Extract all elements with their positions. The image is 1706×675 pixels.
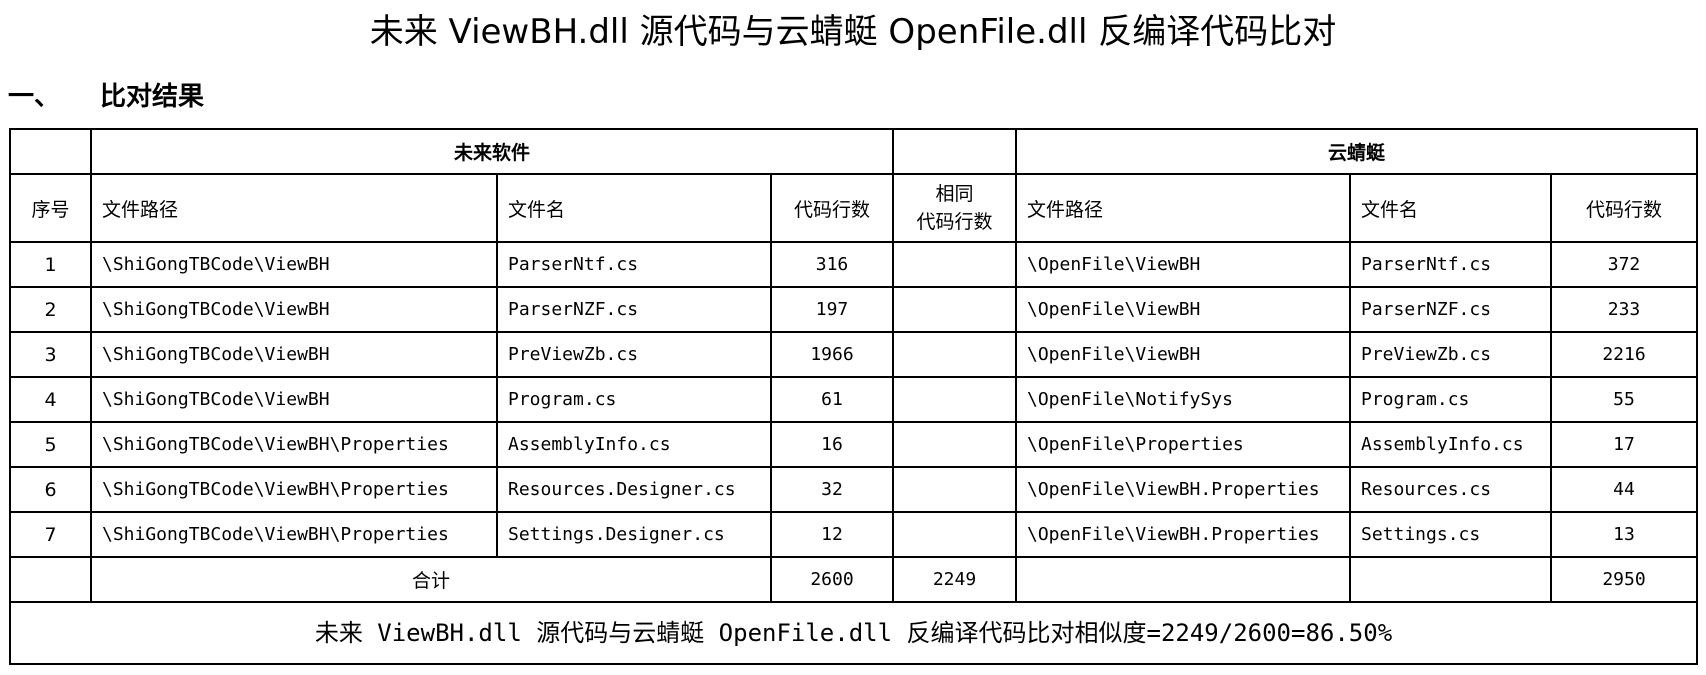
group-header-row: 未来软件 云蜻蜓: [9, 128, 1699, 175]
cell-filename-2: Settings.cs: [1349, 511, 1552, 558]
cell-index: 4: [9, 376, 92, 423]
cell-lines-2: 2216: [1549, 331, 1699, 378]
cell-path-2: \OpenFile\ViewBH.Properties: [1015, 466, 1351, 513]
cell-filename-2: Program.cs: [1349, 376, 1552, 423]
cell-same-lines: [892, 511, 1017, 558]
group-left-header: 未来软件: [90, 128, 894, 175]
table-row: 1 \ShiGongTBCode\ViewBH ParserNtf.cs 316 \Op…: [9, 241, 1699, 288]
cell-same-lines: [892, 331, 1017, 378]
cell-path: \ShiGongTBCode\ViewBH: [90, 241, 498, 288]
table-row: 5 \ShiGongTBCode\ViewBH\Properties Assembl…: [9, 421, 1699, 468]
table-row: 3 \ShiGongTBCode\ViewBH PreViewZb.cs 1966 \O…: [9, 331, 1699, 378]
section-heading: 一、 比对结果: [8, 76, 204, 113]
cell-path-2: \OpenFile\ViewBH: [1015, 331, 1351, 378]
cell-filename: Resources.Designer.cs: [496, 466, 772, 513]
cell-path-2: \OpenFile\ViewBH.Properties: [1015, 511, 1351, 558]
cell-same-lines: [892, 241, 1017, 288]
cell-lines: 1966: [770, 331, 894, 378]
column-header-row: 序号 文件路径 文件名 代码行数 相同 代码行数 文件路径 文件名 代码行数: [9, 173, 1699, 243]
header-index: 序号: [9, 173, 92, 243]
cell-lines: 316: [770, 241, 894, 288]
cell-filename-2: ParserNtf.cs: [1349, 241, 1552, 288]
cell-path: \ShiGongTBCode\ViewBH: [90, 331, 498, 378]
header-name-2: 文件名: [1349, 173, 1552, 243]
cell-path: \ShiGongTBCode\ViewBH: [90, 376, 498, 423]
cell-path: \ShiGongTBCode\ViewBH\Properties: [90, 511, 498, 558]
cell-filename-2: ParserNZF.cs: [1349, 286, 1552, 333]
total-same-lines: 2249: [892, 556, 1017, 603]
header-same-lines: 相同 代码行数: [892, 173, 1017, 243]
comparison-table: 未来软件 云蜻蜓 序号 文件路径 文件名 代码行数 相同 代码行数 文件路径 文…: [9, 128, 1699, 603]
total-row: 合计 2600 2249 2950: [9, 556, 1699, 603]
cell-index: 2: [9, 286, 92, 333]
cell-filename-2: Resources.cs: [1349, 466, 1552, 513]
cell-filename: Program.cs: [496, 376, 772, 423]
cell-lines: 61: [770, 376, 894, 423]
header-lines-2: 代码行数: [1549, 173, 1699, 243]
header-path: 文件路径: [90, 173, 498, 243]
cell-filename-2: AssemblyInfo.cs: [1349, 421, 1552, 468]
cell-index: 5: [9, 421, 92, 468]
cell-path-2: \OpenFile\NotifySys: [1015, 376, 1351, 423]
table-row: 6 \ShiGongTBCode\ViewBH\Properties Resourc…: [9, 466, 1699, 513]
cell-lines-2: 17: [1549, 421, 1699, 468]
cell-filename-2: PreViewZb.cs: [1349, 331, 1552, 378]
cell-same-lines: [892, 376, 1017, 423]
cell-index: 3: [9, 331, 92, 378]
document-title: 未来 ViewBH.dll 源代码与云蜻蜓 OpenFile.dll 反编译代码…: [369, 12, 1337, 52]
cell-index: 7: [9, 511, 92, 558]
cell-filename: ParserNZF.cs: [496, 286, 772, 333]
cell-lines: 12: [770, 511, 894, 558]
header-lines: 代码行数: [770, 173, 894, 243]
group-right-header: 云蜻蜓: [1014, 128, 1699, 175]
cell-filename: ParserNtf.cs: [496, 241, 772, 288]
similarity-summary: 未来 ViewBH.dll 源代码与云蜻蜓 OpenFile.dll 反编译代码…: [9, 597, 1698, 665]
table-row: 2 \ShiGongTBCode\ViewBH ParserNZF.cs 197 \Op…: [9, 286, 1699, 333]
cell-lines-2: 233: [1549, 286, 1699, 333]
header-name: 文件名: [496, 173, 772, 243]
cell-path-2: \OpenFile\ViewBH: [1015, 286, 1351, 333]
section-label: 比对结果: [100, 82, 205, 112]
cell-same-lines: [892, 421, 1017, 468]
cell-path: \ShiGongTBCode\ViewBH\Properties: [90, 466, 498, 513]
total-lines-right: 2950: [1549, 556, 1699, 603]
cell-filename: AssemblyInfo.cs: [496, 421, 772, 468]
cell-path-2: \OpenFile\ViewBH: [1015, 241, 1351, 288]
cell-index: 1: [9, 241, 92, 288]
cell-lines-2: 44: [1549, 466, 1699, 513]
cell-path-2: \OpenFile\Properties: [1015, 421, 1351, 468]
cell-lines-2: 372: [1549, 241, 1699, 288]
cell-index: 6: [9, 466, 92, 513]
total-lines-left: 2600: [770, 556, 894, 603]
section-number: 一、: [8, 82, 61, 112]
cell-lines: 32: [770, 466, 894, 513]
cell-lines-2: 55: [1549, 376, 1699, 423]
cell-same-lines: [892, 286, 1017, 333]
cell-lines-2: 13: [1549, 511, 1699, 558]
table-row: 4 \ShiGongTBCode\ViewBH Program.cs 61 \OpenF…: [9, 376, 1699, 423]
cell-path: \ShiGongTBCode\ViewBH: [90, 286, 498, 333]
cell-lines: 197: [770, 286, 894, 333]
cell-filename: PreViewZb.cs: [496, 331, 772, 378]
cell-same-lines: [892, 466, 1017, 513]
total-label: 合计: [90, 556, 772, 603]
cell-filename: Settings.Designer.cs: [496, 511, 772, 558]
cell-path: \ShiGongTBCode\ViewBH\Properties: [90, 421, 498, 468]
cell-lines: 16: [770, 421, 894, 468]
table-row: 7 \ShiGongTBCode\ViewBH\Properties Setting…: [9, 511, 1699, 558]
header-path-2: 文件路径: [1015, 173, 1351, 243]
